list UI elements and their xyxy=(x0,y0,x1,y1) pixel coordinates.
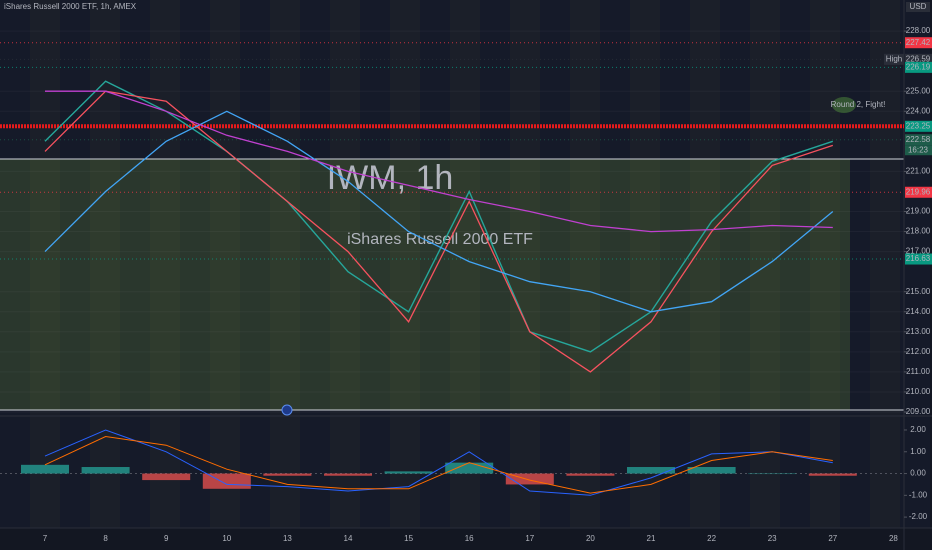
histogram-bar xyxy=(445,462,494,474)
level-label: 216.63 xyxy=(906,254,931,263)
y-tick-label: 211.00 xyxy=(906,367,930,376)
annotation: Round 2, Fight! xyxy=(831,100,886,109)
histogram-bar xyxy=(566,473,615,476)
watermark-sub: iShares Russell 2000 ETF xyxy=(347,231,533,248)
y-tick-label: 209.00 xyxy=(906,407,931,416)
level-box xyxy=(905,37,932,49)
y-tick-label: 228.00 xyxy=(906,26,931,35)
session-band xyxy=(300,0,330,528)
level-box xyxy=(905,186,932,198)
session-band xyxy=(60,0,90,528)
histogram-bar xyxy=(21,464,69,474)
histogram-bar xyxy=(263,473,312,476)
title: iShares Russell 2000 ETF, 1h, AMEX xyxy=(4,2,137,11)
x-tick-label: 8 xyxy=(103,534,108,543)
level-label: 226.19 xyxy=(906,62,931,71)
y-tick-label: 210.00 xyxy=(906,387,931,396)
x-tick-label: 23 xyxy=(768,534,777,543)
x-tick-label: 9 xyxy=(164,534,169,543)
session-band xyxy=(540,0,570,528)
level-box xyxy=(905,120,932,132)
currency-box[interactable] xyxy=(906,2,930,12)
level-tag-box xyxy=(884,53,904,65)
countdown-box xyxy=(905,145,932,156)
level-label: 227.42 xyxy=(906,38,931,47)
currency[interactable]: USD xyxy=(910,2,927,11)
session-band xyxy=(660,0,690,528)
session-band xyxy=(720,0,750,528)
histogram-bar xyxy=(81,467,130,474)
series-line xyxy=(45,90,833,233)
y-tick-label: 213.00 xyxy=(906,327,931,336)
histogram-bar xyxy=(808,473,857,476)
indicator-line xyxy=(44,435,833,494)
y-tick-label: 1.00 xyxy=(910,447,926,456)
session-band xyxy=(480,0,510,528)
x-tick-label: 7 xyxy=(43,534,48,543)
indicator-line xyxy=(44,429,833,496)
y-tick-label: 221.00 xyxy=(906,167,931,176)
y-tick-label: 218.00 xyxy=(906,227,931,236)
session-band xyxy=(780,0,810,528)
x-tick-label: 22 xyxy=(707,534,716,543)
x-tick-label: 21 xyxy=(647,534,656,543)
level-box xyxy=(905,134,932,146)
x-tick-label: 28 xyxy=(889,534,898,543)
countdown: 16:23 xyxy=(908,145,929,154)
annotation-badge xyxy=(832,97,856,113)
y-tick-label: 217.00 xyxy=(906,247,931,256)
session-band xyxy=(420,0,450,528)
level-box xyxy=(905,61,932,73)
session-bands xyxy=(0,0,930,528)
histogram-bar xyxy=(384,471,433,474)
session-band xyxy=(600,0,630,528)
x-tick-label: 14 xyxy=(344,534,353,543)
histogram-bar xyxy=(505,473,554,485)
level-box xyxy=(905,253,932,265)
level-label: 222.58 xyxy=(906,135,931,144)
level-label: 226.59 xyxy=(906,54,931,63)
y-tick-label: -1.00 xyxy=(909,490,928,499)
level-tag: High xyxy=(886,54,902,63)
event-marker[interactable] xyxy=(281,404,293,416)
y-tick-label: 225.00 xyxy=(906,86,931,95)
session-band xyxy=(120,0,150,528)
session-band xyxy=(0,0,30,528)
y-tick-label: 224.00 xyxy=(906,106,931,115)
level-label: 223.25 xyxy=(906,121,931,130)
x-tick-label: 10 xyxy=(222,534,231,543)
x-tick-label: 15 xyxy=(404,534,413,543)
x-tick-label: 17 xyxy=(525,534,534,543)
series-line xyxy=(44,80,834,353)
y-tick-label: 0.00 xyxy=(910,469,926,478)
x-tick-label: 16 xyxy=(465,534,474,543)
x-tick-label: 20 xyxy=(586,534,595,543)
y-tick-label: 2.00 xyxy=(910,425,926,434)
level-box xyxy=(905,53,932,65)
y-tick-label: -2.00 xyxy=(909,512,928,521)
series-line xyxy=(44,110,834,313)
histogram-bar xyxy=(627,467,675,474)
y-tick-label: 212.00 xyxy=(906,347,931,356)
y-tick-label: 215.00 xyxy=(906,287,931,296)
y-tick-label: 214.00 xyxy=(906,307,931,316)
histogram-bar xyxy=(748,473,797,475)
session-band xyxy=(840,0,870,528)
session-band xyxy=(180,0,210,528)
y-tick-label: 219.00 xyxy=(906,207,931,216)
level-label: 219.96 xyxy=(906,187,931,196)
series-line xyxy=(44,90,834,373)
histogram-bar xyxy=(142,473,191,481)
x-tick-label: 13 xyxy=(283,534,292,543)
session-band xyxy=(870,0,900,528)
session-band xyxy=(240,0,270,528)
histogram-bar xyxy=(324,473,372,476)
histogram-bar xyxy=(687,467,736,474)
x-tick-label: 27 xyxy=(828,534,837,543)
zone xyxy=(0,159,850,410)
session-band xyxy=(360,0,390,528)
